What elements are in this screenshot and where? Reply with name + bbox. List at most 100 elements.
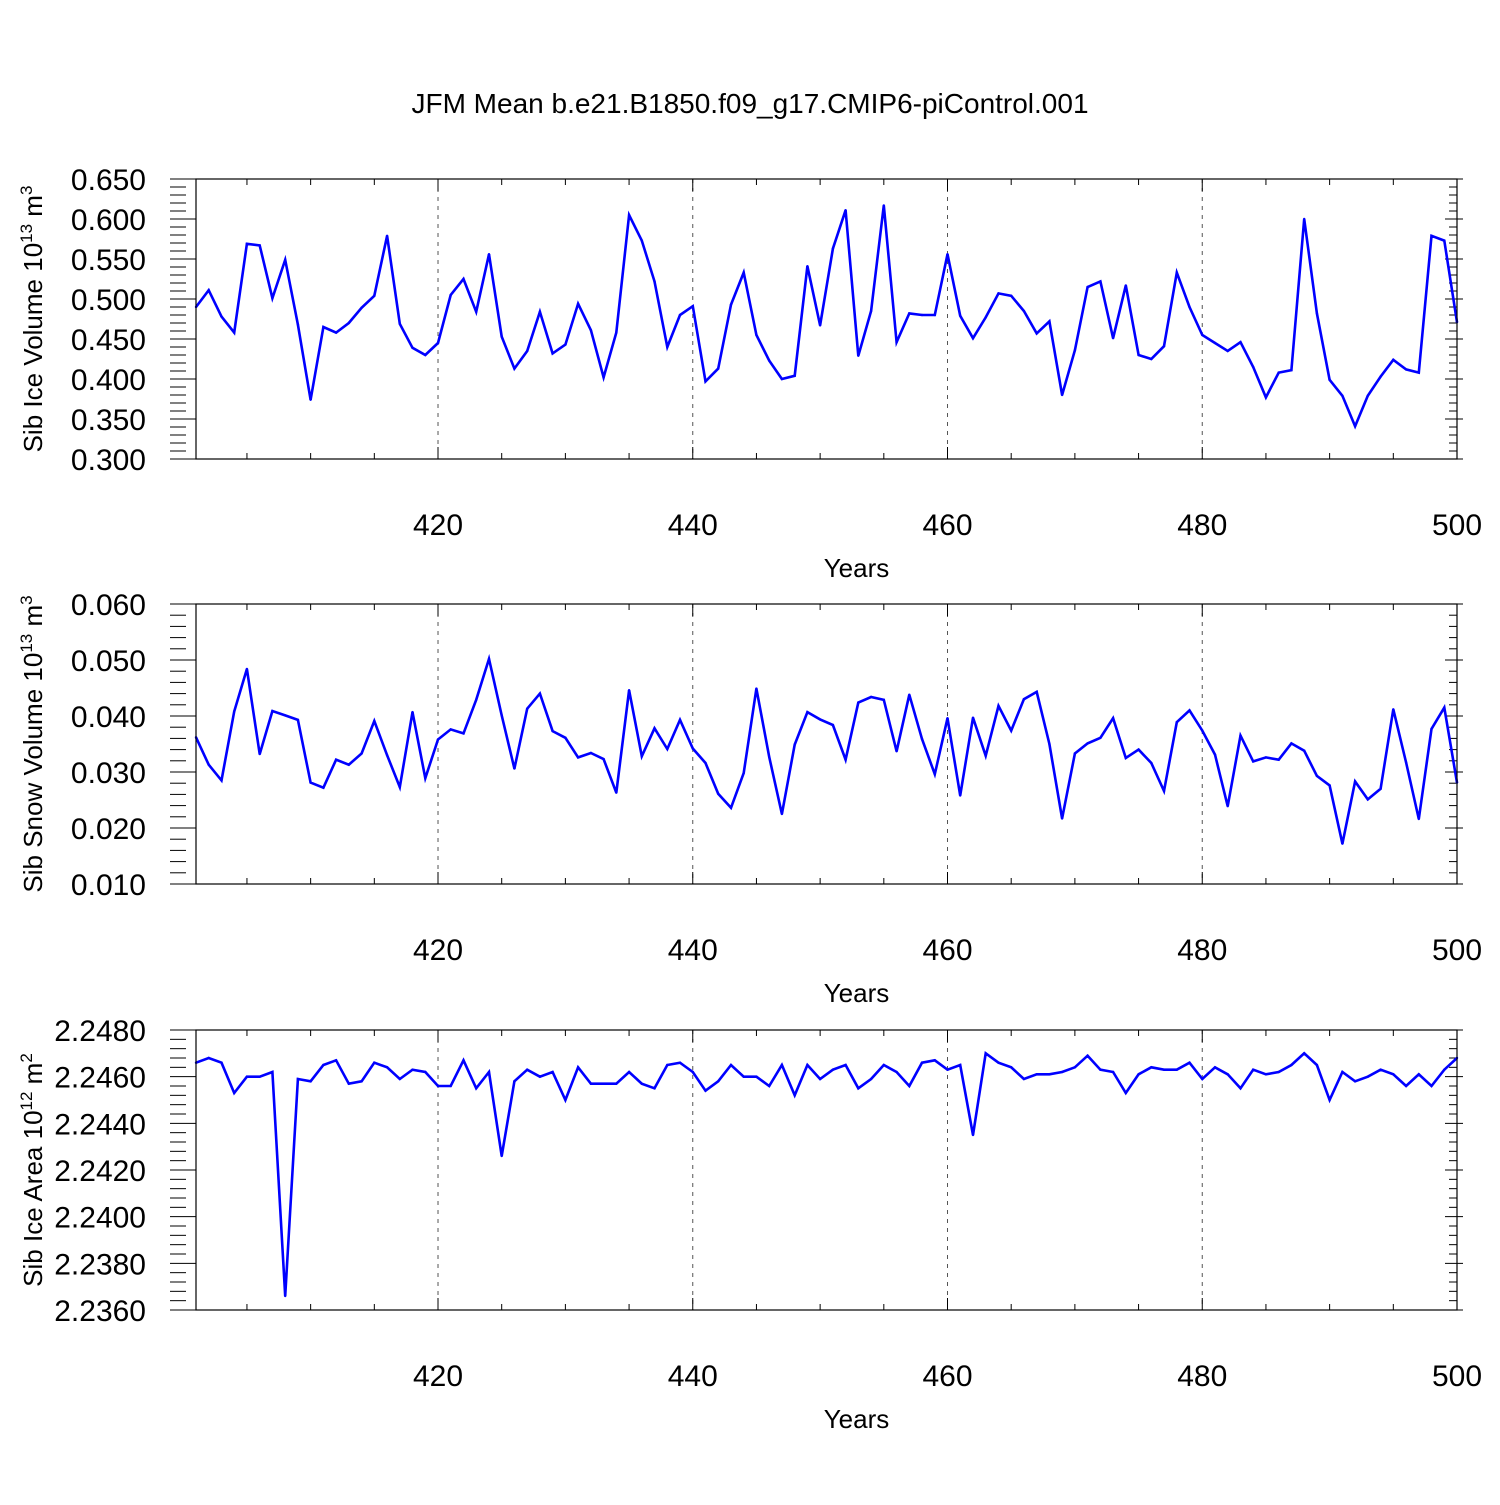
data-point — [882, 1063, 885, 1067]
data-point — [398, 1077, 401, 1081]
data-point — [1392, 708, 1395, 711]
data-point — [564, 343, 567, 346]
data-point — [500, 335, 503, 338]
data-point — [1353, 1080, 1357, 1083]
data-point — [1022, 309, 1026, 313]
plot-frame — [195, 178, 1458, 460]
data-point — [971, 716, 975, 719]
x-tick-label: 440 — [668, 934, 718, 967]
data-point — [653, 280, 656, 283]
x-tick-label: 440 — [668, 509, 718, 542]
data-point — [729, 1063, 733, 1067]
data-point — [1124, 1091, 1128, 1095]
data-point — [1124, 284, 1128, 287]
data-point — [500, 714, 503, 717]
y-axis-label: Sib Ice Area 1012 m2 — [17, 1053, 48, 1287]
y-axis-label: Sib Ice Volume 1013 m3 — [17, 186, 48, 453]
chart-panel-2: 0.010 0.020 0.030 0.040 0.050 0.060 420 440 460 4… — [17, 589, 1482, 1008]
y-tick-label: 0.030 — [71, 757, 146, 790]
data-point — [564, 1098, 567, 1102]
data-point — [309, 1080, 312, 1083]
data-point — [385, 754, 389, 757]
data-point — [1353, 425, 1357, 428]
data-point — [1303, 217, 1306, 221]
x-axis-label: Years — [824, 1404, 890, 1434]
plot-frame — [195, 1029, 1458, 1311]
data-point — [1366, 798, 1370, 801]
data-point — [869, 695, 873, 699]
data-point — [513, 1080, 516, 1083]
data-point — [373, 294, 376, 297]
data-point — [1430, 727, 1433, 731]
y-tick-label: 2.2440 — [54, 1108, 146, 1141]
data-point — [1379, 1068, 1382, 1071]
x-tick-label: 440 — [668, 1360, 718, 1393]
data-point — [411, 346, 414, 349]
data-point — [322, 1063, 325, 1067]
data-point — [1035, 690, 1038, 694]
data-point — [309, 398, 312, 401]
data-point — [373, 719, 376, 723]
data-point — [284, 714, 287, 717]
data-point — [398, 322, 401, 325]
x-tick-label: 500 — [1432, 934, 1482, 967]
data-point — [666, 345, 669, 349]
data-point — [1366, 1075, 1370, 1078]
data-point — [309, 781, 312, 784]
data-point — [1404, 368, 1408, 371]
data-point — [1404, 1084, 1408, 1088]
data-point — [233, 710, 236, 713]
data-point — [1150, 357, 1153, 361]
data-point — [334, 331, 338, 334]
data-point — [589, 751, 593, 755]
x-tick-label: 460 — [922, 1360, 972, 1393]
x-tick-label: 500 — [1432, 1360, 1482, 1393]
data-point — [780, 1063, 784, 1067]
data-point — [1277, 1070, 1280, 1074]
series-line — [195, 1050, 1458, 1297]
y-tick-label: 2.2460 — [54, 1062, 146, 1095]
data-point — [1010, 294, 1013, 297]
data-point — [271, 709, 274, 713]
data-point — [742, 1075, 745, 1078]
data-point — [729, 303, 733, 306]
data-point — [385, 234, 389, 237]
data-point — [1048, 320, 1051, 323]
data-point — [704, 761, 707, 765]
data-point — [245, 667, 249, 671]
data-point — [1188, 305, 1191, 309]
data-point — [220, 779, 223, 782]
data-point — [1073, 752, 1077, 755]
data-point — [475, 310, 478, 313]
y-tick-label: 0.500 — [71, 284, 146, 317]
data-point — [411, 710, 414, 714]
x-axis-label: Years — [824, 553, 890, 583]
data-point — [768, 755, 771, 759]
data-point — [806, 265, 809, 268]
data-point — [1443, 1068, 1446, 1071]
data-point — [462, 1059, 465, 1062]
y-tick-label: 0.060 — [71, 589, 146, 622]
data-point — [475, 698, 478, 701]
plot-frame — [195, 603, 1458, 885]
data-point — [971, 337, 975, 340]
x-tick-label: 420 — [413, 1360, 463, 1393]
data-point — [755, 1075, 758, 1078]
data-point — [1366, 394, 1370, 397]
data-point — [1175, 721, 1179, 724]
y-tick-label: 0.010 — [71, 869, 146, 902]
data-point — [908, 1084, 911, 1088]
data-point — [640, 755, 643, 758]
data-point — [1111, 717, 1115, 720]
data-point — [869, 1077, 873, 1081]
data-point — [564, 736, 567, 739]
data-point — [793, 374, 796, 377]
data-point — [933, 1059, 936, 1062]
data-point — [627, 1070, 631, 1074]
data-point — [347, 1082, 350, 1085]
data-point — [755, 687, 758, 690]
data-point — [360, 1080, 363, 1083]
data-point — [602, 757, 605, 761]
data-point — [1328, 784, 1331, 787]
